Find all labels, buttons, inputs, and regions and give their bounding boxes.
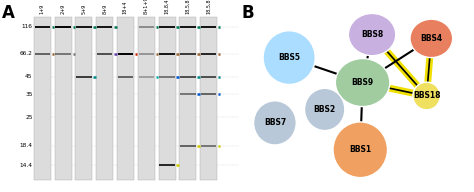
Bar [55, 52, 71, 55]
Bar [76, 75, 91, 78]
Text: 116: 116 [22, 24, 33, 29]
Bar [138, 17, 155, 180]
Bar [97, 52, 112, 55]
Bar [118, 52, 133, 55]
Text: 66.2: 66.2 [20, 51, 33, 56]
Text: B: B [242, 4, 255, 22]
Text: 18.4: 18.4 [19, 143, 33, 148]
Bar [159, 164, 175, 166]
Text: 35: 35 [25, 92, 33, 97]
Ellipse shape [410, 19, 453, 58]
Text: 8+9: 8+9 [102, 4, 107, 14]
Ellipse shape [413, 82, 440, 110]
Bar [117, 17, 134, 180]
Ellipse shape [333, 122, 387, 178]
Ellipse shape [263, 31, 315, 84]
Bar [201, 93, 216, 95]
Bar [159, 17, 175, 180]
Text: BBS4: BBS4 [420, 34, 442, 43]
Bar [159, 52, 175, 55]
Bar [96, 17, 113, 180]
Text: 18,8,4,9: 18,8,4,9 [164, 0, 170, 14]
Text: 18+4: 18+4 [123, 1, 128, 14]
Text: BBS1: BBS1 [349, 145, 371, 154]
Text: 14.4: 14.4 [19, 163, 33, 168]
Ellipse shape [348, 13, 396, 56]
Bar [34, 17, 51, 180]
Bar [55, 17, 72, 180]
Bar [55, 26, 71, 28]
Bar [76, 26, 91, 28]
Bar [200, 17, 217, 180]
Bar [35, 52, 50, 55]
Text: 1+9: 1+9 [40, 4, 45, 14]
Bar [180, 145, 196, 147]
Text: 25: 25 [25, 115, 33, 120]
Text: BBS5: BBS5 [278, 53, 300, 62]
Bar [118, 52, 133, 55]
Bar [201, 26, 216, 28]
Ellipse shape [336, 59, 390, 107]
Text: BBS18: BBS18 [413, 92, 440, 100]
Bar [179, 17, 196, 180]
Bar [159, 52, 175, 55]
Bar [138, 26, 154, 28]
Text: 2+9: 2+9 [61, 4, 65, 14]
Bar [75, 17, 92, 180]
Bar [180, 52, 196, 55]
Bar [138, 75, 154, 78]
Text: BBS2: BBS2 [314, 105, 336, 114]
Bar [35, 26, 50, 28]
Bar [138, 52, 154, 55]
Bar [55, 26, 71, 28]
Text: 45: 45 [25, 74, 33, 79]
Bar [180, 26, 196, 28]
Text: 5+9: 5+9 [82, 4, 86, 14]
Bar [159, 26, 175, 28]
Bar [97, 26, 112, 28]
Text: 18,5,8,1,9: 18,5,8,1,9 [185, 0, 191, 14]
Bar [201, 75, 216, 78]
Bar [201, 145, 216, 147]
Text: A: A [2, 4, 15, 22]
Bar [118, 75, 133, 78]
Text: BBS7: BBS7 [264, 118, 286, 127]
Text: BBS9: BBS9 [352, 78, 374, 87]
Bar [180, 93, 196, 95]
Bar [180, 75, 196, 78]
Bar [159, 75, 175, 78]
Bar [201, 52, 216, 55]
Ellipse shape [254, 101, 296, 145]
Text: BBS8: BBS8 [361, 30, 383, 39]
Ellipse shape [304, 88, 345, 131]
Text: 18,5,8,4,1,9: 18,5,8,4,1,9 [206, 0, 211, 14]
Text: 8+1+9: 8+1+9 [144, 0, 149, 14]
